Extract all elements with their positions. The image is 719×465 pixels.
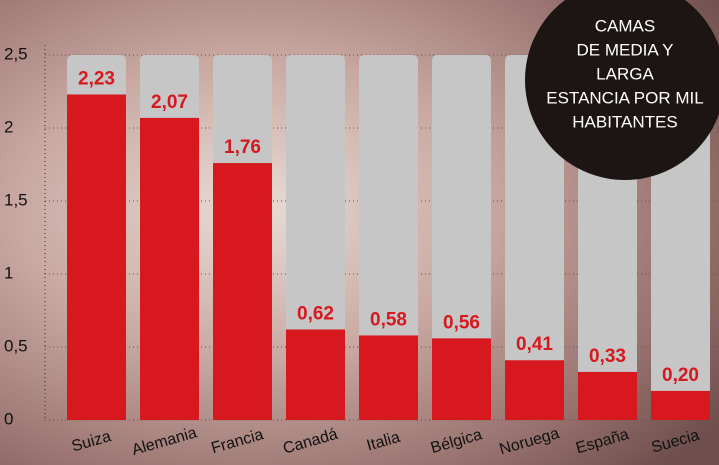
- y-tick-label: 0,5: [4, 336, 28, 355]
- bar: [505, 360, 564, 420]
- value-label: 0,41: [516, 334, 553, 355]
- bar: [67, 94, 126, 421]
- chart-title: HABITANTES: [572, 112, 677, 131]
- value-label-bg: [286, 299, 345, 330]
- bar: [432, 338, 491, 420]
- bar: [359, 335, 418, 420]
- bar: [140, 117, 199, 420]
- value-label: 0,62: [297, 303, 334, 324]
- y-tick-label: 0: [4, 409, 13, 428]
- bar: [286, 329, 345, 420]
- y-tick-label: 1,5: [4, 190, 28, 209]
- value-label-bg: [140, 87, 199, 118]
- value-label: 0,20: [662, 365, 699, 386]
- chart-title: LARGA: [596, 64, 654, 83]
- title-badge: [525, 0, 719, 180]
- bar: [651, 390, 710, 420]
- value-label-bg: [67, 64, 126, 95]
- chart-title: CAMAS: [595, 16, 655, 35]
- y-tick-label: 1: [4, 263, 13, 282]
- value-label: 0,58: [370, 309, 407, 330]
- value-label-bg: [578, 341, 637, 372]
- y-tick-label: 2: [4, 117, 13, 136]
- value-label-bg: [213, 133, 272, 164]
- value-label-bg: [505, 330, 564, 361]
- bar: [578, 371, 637, 420]
- value-label: 1,76: [224, 137, 261, 158]
- chart-title: DE MEDIA Y: [577, 40, 674, 59]
- value-label: 2,07: [151, 92, 188, 113]
- y-tick-label: 2,5: [4, 44, 28, 63]
- chart-title: ESTANCIA POR MIL: [546, 88, 703, 107]
- value-label: 0,33: [589, 346, 626, 367]
- bar-background: [505, 55, 564, 420]
- value-label: 0,56: [443, 312, 480, 333]
- value-label: 2,23: [78, 68, 115, 89]
- value-label-bg: [359, 305, 418, 336]
- value-label-bg: [432, 308, 491, 339]
- value-label-bg: [651, 360, 710, 391]
- bar: [213, 163, 272, 421]
